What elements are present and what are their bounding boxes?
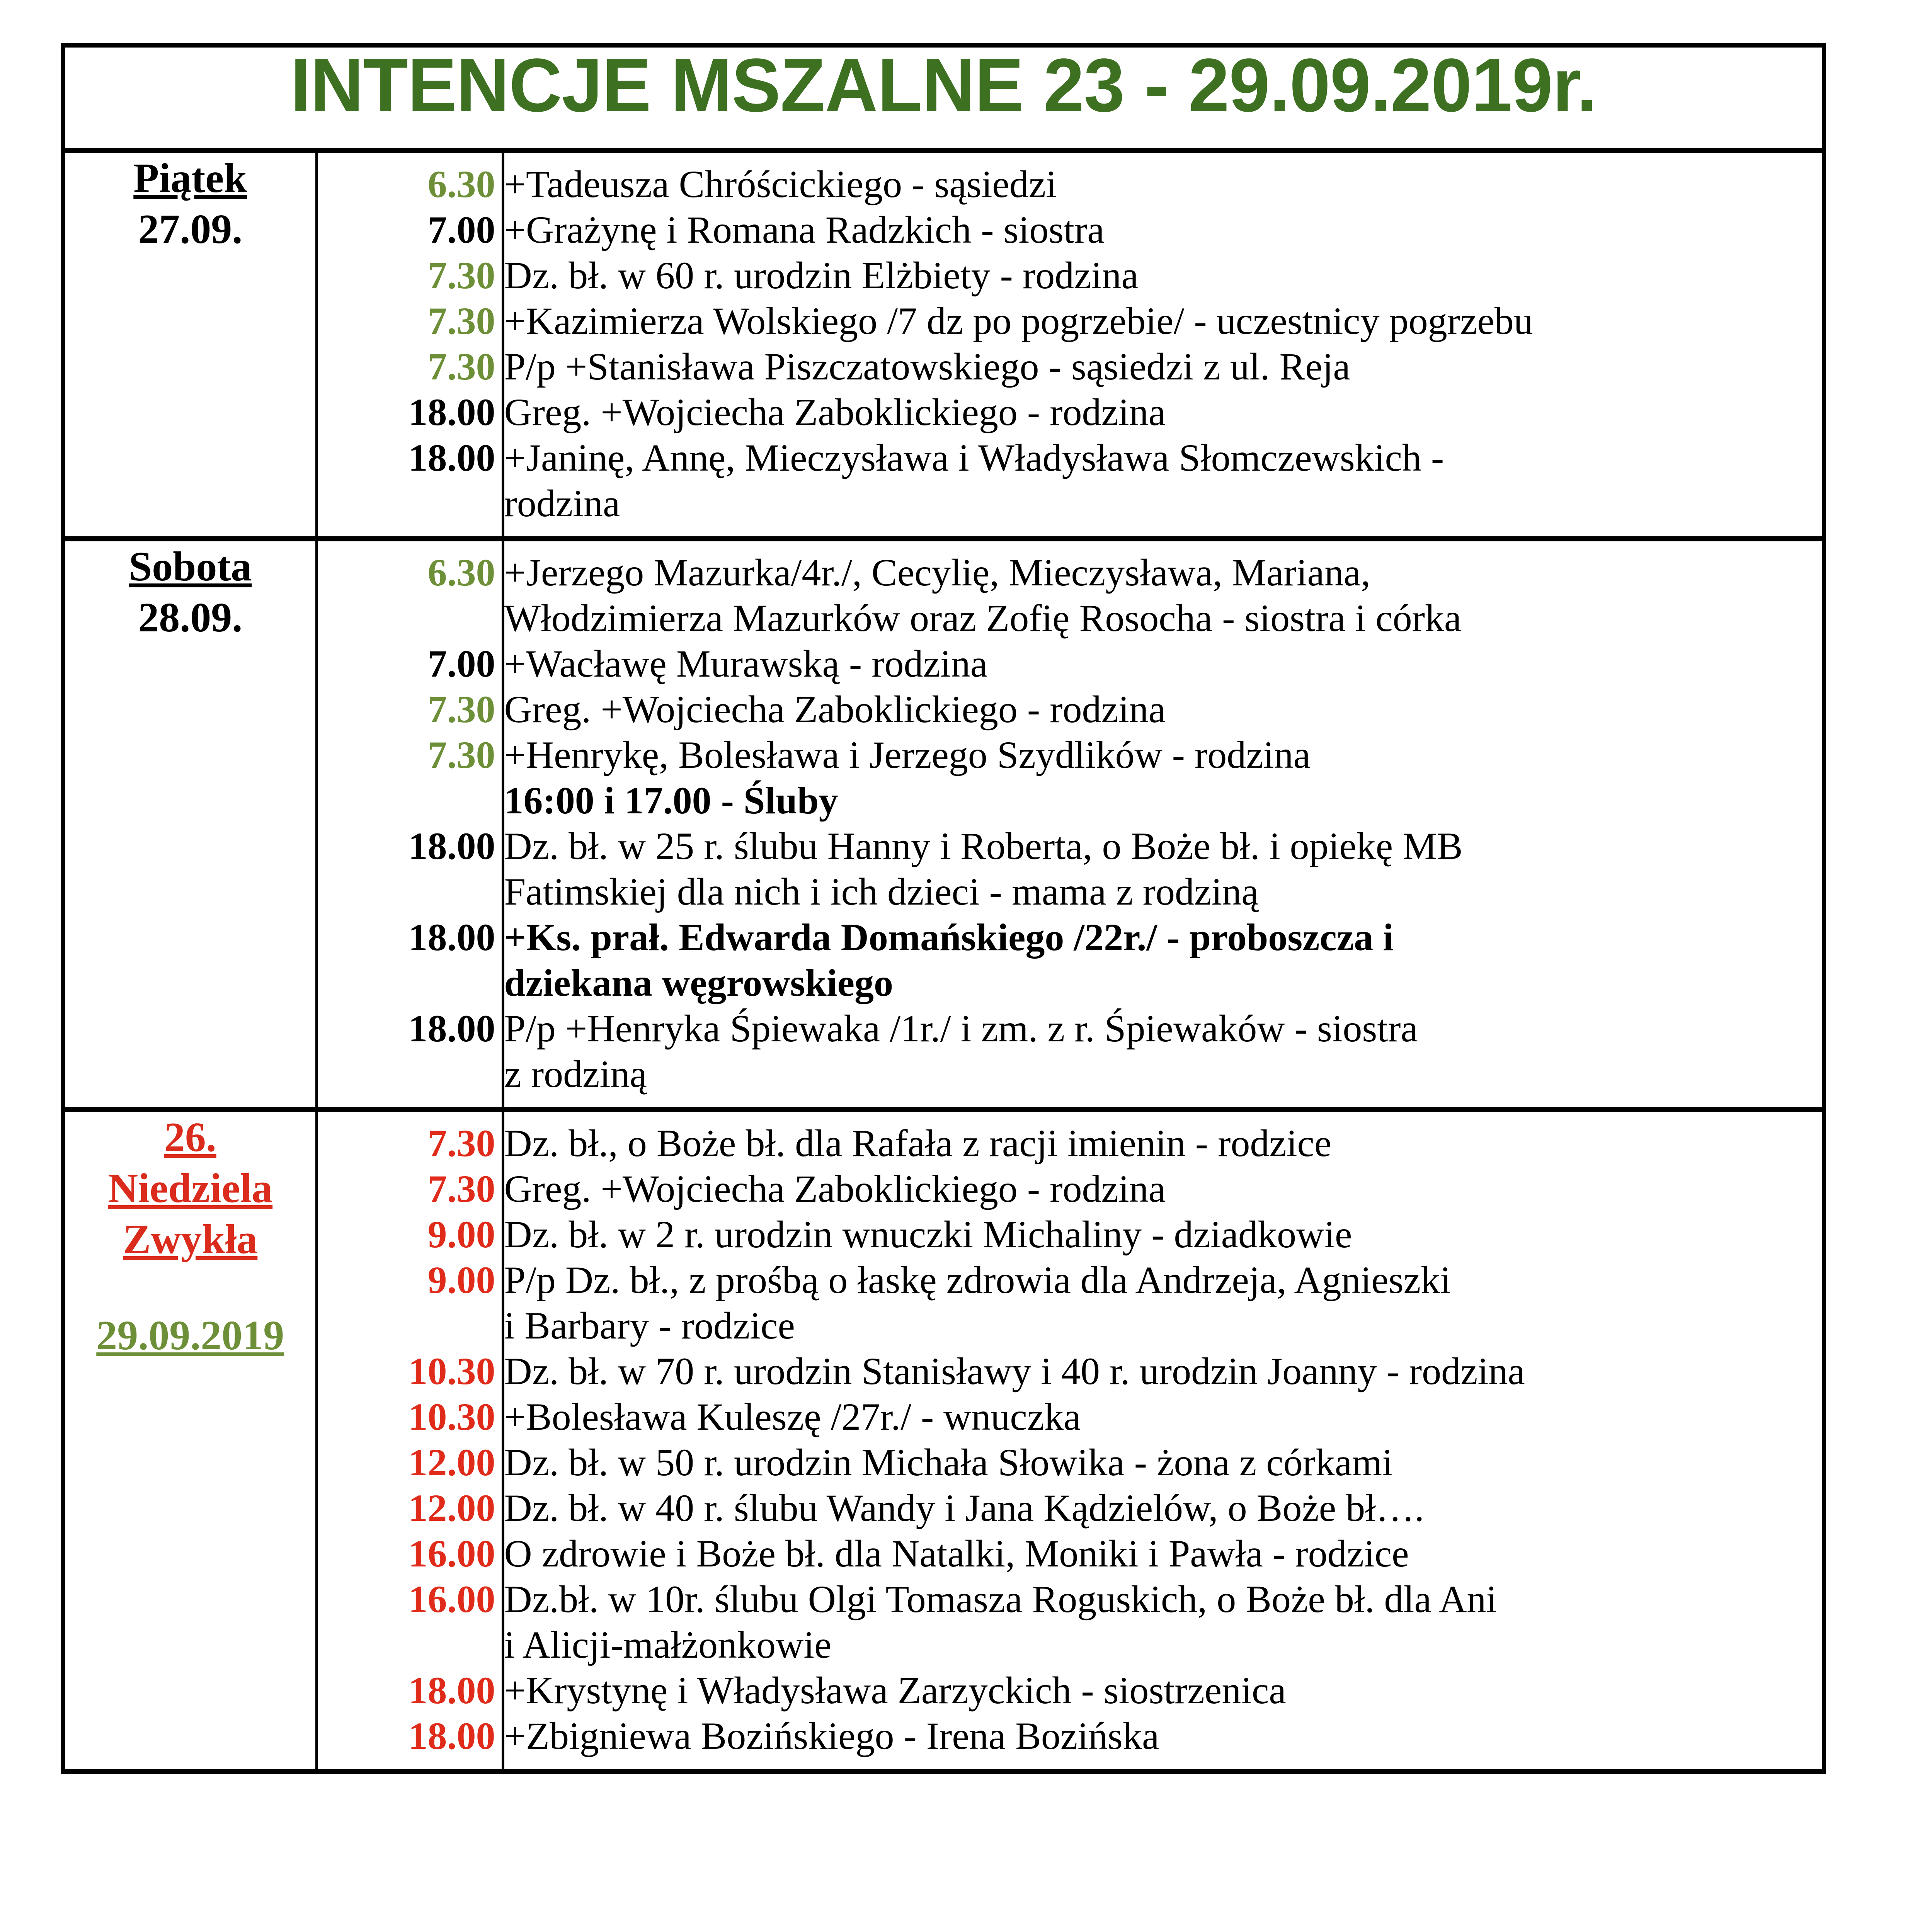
- time-value: 10.30: [408, 1395, 495, 1438]
- time-column-niedziela: 7.30 7.30 9.00 9.00 10.30 10.30 12.00 12…: [317, 1112, 504, 1769]
- time-value: 7.30: [427, 1122, 495, 1165]
- intention-text: Dz. bł. w 2 r. urodzin wnuczki Michaliny…: [504, 1213, 1352, 1256]
- time-value: 18.00: [408, 916, 495, 959]
- day-row-piatek: Piątek 27.09. 6.30 7.00 7.30 7.30 7.30: [61, 150, 1826, 541]
- intention-text: Dz. bł. w 25 r. ślubu Hanny i Roberta, o…: [504, 825, 1463, 913]
- intention-text: +Janinę, Annę, Mieczysława i Władysława …: [504, 436, 1444, 525]
- time-value: 7.30: [427, 299, 495, 342]
- time-value: 12.00: [408, 1486, 495, 1529]
- intention-text: P/p +Henryka Śpiewaka /1r./ i zm. z r. Ś…: [504, 1007, 1418, 1095]
- intention-text: P/p +Stanisława Piszczatowskiego - sąsie…: [504, 345, 1350, 388]
- intention-text: +Henrykę, Bolesława i Jerzego Szydlików …: [504, 733, 1311, 776]
- time-value: 7.00: [427, 642, 495, 685]
- time-value: 16.00: [408, 1578, 495, 1621]
- time-value: 18.00: [408, 1669, 495, 1712]
- day-section-niedziela: 26. Niedziela Zwykła 29.09.2019 7.30: [65, 1112, 1822, 1769]
- intention-column-piatek: +Tadeusza Chróścickiego - sąsiedzi +Graż…: [503, 153, 1822, 536]
- time-value: 7.30: [427, 733, 495, 776]
- time-value: 18.00: [408, 1714, 495, 1757]
- day-name-piatek: Piątek: [133, 155, 247, 201]
- intention-text: O zdrowie i Boże bł. dla Natalki, Moniki…: [504, 1532, 1409, 1575]
- time-value: 9.00: [427, 1259, 495, 1301]
- day-label-cell-sobota: Sobota 28.09.: [65, 541, 318, 1107]
- time-value: 7.30: [427, 688, 495, 731]
- intention-text: +Jerzego Mazurka/4r./, Cecylię, Mieczysł…: [504, 551, 1462, 639]
- intention-text: Greg. +Wojciecha Zaboklickiego - rodzina: [504, 391, 1166, 434]
- time-value: 6.30: [427, 551, 495, 594]
- intention-text: +Kazimierza Wolskiego /7 dz po pogrzebie…: [504, 299, 1533, 342]
- intention-text: +Tadeusza Chróścickiego - sąsiedzi: [504, 163, 1057, 206]
- intention-text-highlighted: +Ks. prał. Edwarda Domańskiego /22r./ - …: [504, 916, 1394, 1004]
- time-value: 7.30: [427, 254, 495, 297]
- time-value-spacer: [318, 869, 502, 915]
- intention-text: +Zbigniewa Bozińskiego - Irena Bozińska: [504, 1714, 1159, 1757]
- time-value-spacer: [318, 960, 502, 1006]
- time-value: 18.00: [408, 1007, 495, 1050]
- time-value: 12.00: [408, 1441, 495, 1484]
- intention-column-sobota: +Jerzego Mazurka/4r./, Cecylię, Mieczysł…: [503, 541, 1822, 1107]
- time-value-spacer: [318, 1303, 502, 1349]
- time-value: 16.00: [408, 1532, 495, 1575]
- day-label-niedziela: 26. Niedziela Zwykła 29.09.2019: [65, 1112, 315, 1361]
- day-date-piatek: 27.09.: [138, 206, 243, 252]
- day-label-cell-piatek: Piątek 27.09.: [65, 153, 318, 536]
- time-value-spacer: [318, 1622, 502, 1668]
- time-value: 6.30: [427, 163, 495, 206]
- day-row-piatek-cell: Piątek 27.09. 6.30 7.00 7.30 7.30 7.30: [61, 150, 1826, 541]
- day-label-cell-niedziela: 26. Niedziela Zwykła 29.09.2019: [65, 1112, 318, 1769]
- intention-text: Dz. bł. w 40 r. ślubu Wandy i Jana Kądzi…: [504, 1486, 1424, 1529]
- time-column-piatek: 6.30 7.00 7.30 7.30 7.30 18.00 18.00: [317, 153, 504, 536]
- time-value: 7.30: [427, 345, 495, 388]
- intention-text: Dz. bł. w 50 r. urodzin Michała Słowika …: [504, 1441, 1393, 1484]
- time-value-spacer: [318, 595, 502, 641]
- intention-column-niedziela: Dz. bł., o Boże bł. dla Rafała z racji i…: [503, 1112, 1822, 1769]
- sunday-kind: Zwykła: [123, 1216, 258, 1262]
- time-column-sobota: 6.30 7.00 7.30 7.30 18.00 18.00: [317, 541, 504, 1107]
- title-cell: INTENCJE MSZALNE 23 - 29.09.2019r.: [61, 43, 1826, 153]
- intention-text: +Grażynę i Romana Radzkich - siostra: [504, 208, 1105, 251]
- intention-text: Greg. +Wojciecha Zaboklickiego - rodzina: [504, 1167, 1166, 1210]
- time-value: 9.00: [427, 1213, 495, 1256]
- intention-text: Dz. bł. w 70 r. urodzin Stanisławy i 40 …: [504, 1350, 1525, 1393]
- day-label-piatek: Piątek 27.09.: [65, 153, 315, 255]
- day-row-sobota-cell: Sobota 28.09. 6.30 7.00 7.30 7.30: [61, 539, 1826, 1112]
- intention-text: +Wacławę Murawską - rodzina: [504, 642, 988, 685]
- sunday-number: 26.: [164, 1114, 216, 1160]
- intention-text: P/p Dz. bł., z prośbą o łaskę zdrowia dl…: [504, 1259, 1451, 1347]
- intention-text: +Bolesława Kuleszę /27r./ - wnuczka: [504, 1395, 1081, 1438]
- day-row-sobota: Sobota 28.09. 6.30 7.00 7.30 7.30: [61, 539, 1826, 1112]
- time-value: 7.00: [427, 208, 495, 251]
- intention-text: +Krystynę i Władysława Zarzyckich - sios…: [504, 1669, 1286, 1712]
- day-section-piatek: Piątek 27.09. 6.30 7.00 7.30 7.30 7.30: [65, 153, 1822, 536]
- sunday-date: 29.09.2019: [96, 1313, 284, 1359]
- time-value: 18.00: [408, 825, 495, 867]
- mass-intentions-table: INTENCJE MSZALNE 23 - 29.09.2019r. Piąte…: [61, 43, 1826, 1774]
- intention-text: Dz. bł., o Boże bł. dla Rafała z racji i…: [504, 1122, 1332, 1165]
- intention-text: Dz. bł. w 60 r. urodzin Elżbiety - rodzi…: [504, 254, 1139, 297]
- day-row-niedziela: 26. Niedziela Zwykła 29.09.2019 7.30: [61, 1109, 1826, 1774]
- day-date-sobota: 28.09.: [138, 594, 243, 641]
- page-title: INTENCJE MSZALNE 23 - 29.09.2019r.: [290, 43, 1597, 128]
- title-row: INTENCJE MSZALNE 23 - 29.09.2019r.: [61, 43, 1826, 153]
- sunday-name: Niedziela: [108, 1165, 273, 1211]
- day-row-niedziela-cell: 26. Niedziela Zwykła 29.09.2019 7.30: [61, 1109, 1826, 1774]
- day-name-sobota: Sobota: [129, 544, 252, 590]
- time-value-spacer: [318, 778, 502, 823]
- time-value: 7.30: [427, 1167, 495, 1210]
- time-value: 18.00: [408, 436, 495, 479]
- time-value: 10.30: [408, 1350, 495, 1393]
- intention-text: Dz.bł. w 10r. ślubu Olgi Tomasza Roguski…: [504, 1578, 1497, 1666]
- intention-text: Greg. +Wojciecha Zaboklickiego - rodzina: [504, 688, 1166, 731]
- day-section-sobota: Sobota 28.09. 6.30 7.00 7.30 7.30: [65, 541, 1822, 1107]
- time-value: 18.00: [408, 391, 495, 434]
- intention-text-weddings: 16:00 i 17.00 - Śluby: [504, 779, 838, 822]
- day-label-sobota: Sobota 28.09.: [65, 541, 315, 643]
